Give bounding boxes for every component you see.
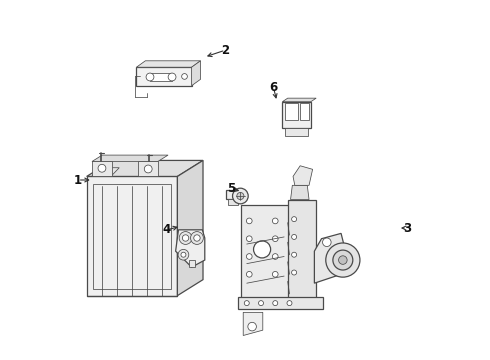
Circle shape [233,188,248,204]
Polygon shape [177,161,203,296]
Circle shape [272,271,278,277]
Polygon shape [189,260,195,267]
Polygon shape [285,129,308,135]
Circle shape [273,301,278,306]
Circle shape [245,301,249,306]
Polygon shape [282,98,316,102]
Circle shape [292,217,296,222]
Circle shape [191,231,203,244]
Circle shape [246,254,252,259]
Polygon shape [285,103,298,120]
Circle shape [98,165,106,172]
Polygon shape [242,205,290,308]
Polygon shape [87,161,203,176]
Polygon shape [300,103,309,120]
Circle shape [144,165,152,173]
Circle shape [237,193,244,199]
Polygon shape [315,233,344,283]
Circle shape [292,234,296,239]
Circle shape [292,270,296,275]
Circle shape [246,236,252,242]
Circle shape [179,231,192,244]
Circle shape [259,301,264,306]
Polygon shape [92,155,168,162]
Text: 1: 1 [74,174,82,186]
Circle shape [322,238,331,247]
Polygon shape [87,176,177,296]
Text: 3: 3 [403,221,411,234]
Text: 6: 6 [270,81,278,94]
Text: 5: 5 [227,183,235,195]
Circle shape [287,301,292,306]
Circle shape [246,218,252,224]
Circle shape [178,249,189,260]
Polygon shape [175,230,205,267]
Circle shape [272,218,278,224]
Text: 4: 4 [163,223,171,236]
Circle shape [326,243,360,277]
Circle shape [182,235,189,241]
Circle shape [168,73,176,81]
Polygon shape [138,162,158,176]
Polygon shape [137,61,200,67]
Polygon shape [92,168,119,176]
Polygon shape [227,199,238,205]
Polygon shape [137,67,192,86]
Polygon shape [226,190,239,199]
Polygon shape [238,297,323,309]
Polygon shape [192,61,200,86]
Circle shape [339,256,347,264]
Polygon shape [291,185,309,199]
Polygon shape [288,199,316,299]
Circle shape [194,235,200,241]
Polygon shape [92,161,112,176]
Circle shape [246,271,252,277]
Polygon shape [293,166,313,185]
Polygon shape [282,102,311,129]
Circle shape [181,252,186,257]
Circle shape [182,73,187,79]
Circle shape [146,73,154,81]
Text: 2: 2 [221,44,229,57]
Circle shape [248,322,256,331]
Circle shape [272,236,278,242]
Circle shape [253,241,270,258]
Polygon shape [150,73,172,81]
Circle shape [272,254,278,259]
Circle shape [292,252,296,257]
Polygon shape [243,312,263,336]
Circle shape [333,250,353,270]
